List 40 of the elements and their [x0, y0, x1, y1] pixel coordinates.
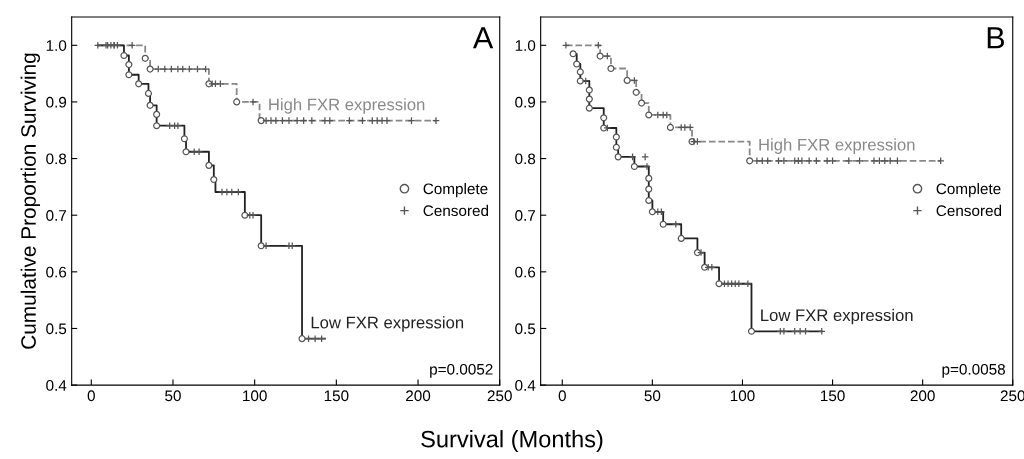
- y-tick-label: 0.7: [515, 210, 536, 221]
- y-tick-label: 1.0: [515, 40, 536, 51]
- legend-label: Censored: [423, 204, 489, 217]
- y-tick-label: 1.0: [46, 40, 67, 51]
- series-label: High FXR expression: [269, 98, 425, 114]
- y-tick-label: 0.4: [46, 379, 67, 391]
- y-tick-label: 0.9: [46, 96, 67, 108]
- series-label: High FXR expression: [759, 138, 915, 154]
- y-tick-label: 0.4: [515, 379, 536, 391]
- legend-label: Complete: [936, 182, 1001, 198]
- annotation: p=0.0052: [430, 363, 493, 378]
- x-axis-title: Survival (Months): [421, 430, 603, 453]
- y-tick-label: 0.5: [515, 323, 536, 335]
- annotation: p=0.0058: [942, 363, 1005, 378]
- x-tick-label: 150: [324, 390, 349, 402]
- x-tick-label: 250: [487, 390, 512, 402]
- x-tick-label: 50: [165, 390, 181, 402]
- x-tick-label: 50: [644, 390, 661, 402]
- x-tick-label: 100: [730, 390, 755, 402]
- legend-label: Censored: [936, 204, 1002, 217]
- y-axis-title: Cumulative Proportion Surviving: [20, 53, 41, 349]
- y-tick-label: 0.8: [46, 153, 67, 165]
- x-tick-label: 100: [243, 390, 267, 402]
- x-tick-label: 250: [1000, 390, 1024, 402]
- y-tick-label: 0.8: [515, 153, 536, 165]
- x-tick-label: 0: [87, 390, 95, 402]
- y-tick-label: 0.7: [46, 210, 67, 221]
- x-tick-label: 0: [558, 390, 566, 402]
- x-tick-label: 150: [820, 390, 845, 402]
- series-label: Low FXR expression: [311, 316, 464, 332]
- annotation: A: [472, 27, 494, 49]
- legend-label: Complete: [423, 182, 488, 198]
- y-tick-label: 0.9: [515, 96, 536, 108]
- y-tick-label: 0.6: [515, 266, 536, 278]
- series-label: Low FXR expression: [761, 308, 913, 325]
- x-tick-label: 200: [910, 390, 935, 402]
- y-tick-label: 0.5: [46, 323, 67, 335]
- annotation: B: [987, 27, 1005, 49]
- y-tick-label: 0.6: [46, 266, 67, 278]
- x-tick-label: 200: [406, 390, 431, 402]
